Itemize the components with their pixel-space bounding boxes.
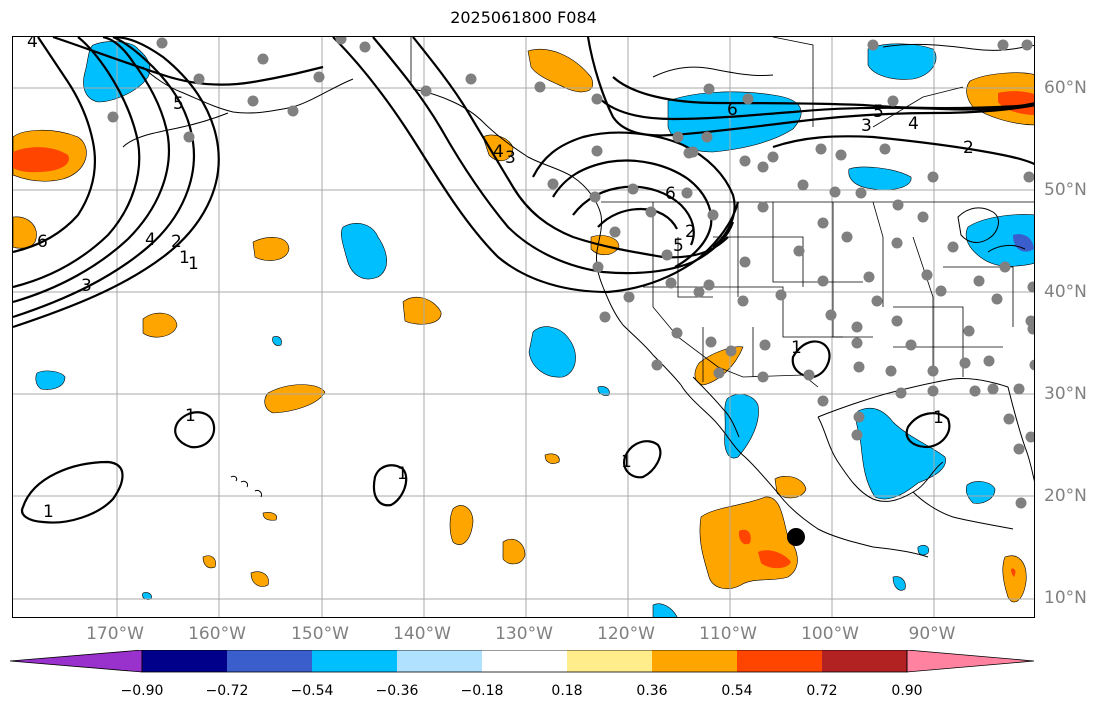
lat-label: 10°N [1044, 588, 1087, 608]
map-title: 2025061800 F084 [450, 8, 597, 27]
contour-label: 1 [933, 408, 944, 428]
colorbar-tick-label: 0.54 [721, 683, 753, 699]
contour-label: 4 [493, 142, 504, 162]
colorbar-tick-label: −0.72 [205, 683, 249, 699]
coastlines [122, 43, 1034, 558]
lon-label: 110°W [699, 624, 757, 644]
station-markers [107, 37, 1034, 509]
contour-label: 1 [621, 452, 632, 472]
lat-label: 50°N [1044, 180, 1087, 200]
contour-label: 1 [179, 248, 190, 268]
lon-label: 100°W [801, 624, 859, 644]
contour-label: 4 [908, 114, 919, 134]
lat-label: 20°N [1044, 486, 1087, 506]
contour-label: 6 [727, 100, 738, 120]
contour-label: 6 [37, 232, 48, 252]
colorbar-extend-min [10, 650, 143, 673]
contour-label: 4 [27, 37, 38, 52]
colorbar-tick-label: 0.36 [636, 683, 668, 699]
graticule [13, 37, 1034, 617]
lon-label: 170°W [86, 624, 144, 644]
contour-label: 3 [505, 148, 516, 168]
colorbar-tick-label: −0.54 [290, 683, 334, 699]
contour-label: 1 [185, 406, 196, 426]
colorbar-tick-label: 0.18 [551, 683, 583, 699]
colorbar [10, 650, 1035, 673]
contour-label: 5 [173, 94, 184, 114]
contour-label: 4 [145, 230, 156, 250]
lat-label: 60°N [1044, 78, 1087, 98]
colorbar-tick-label: 0.90 [891, 683, 923, 699]
lon-label: 150°W [291, 624, 349, 644]
map-canvas: 4 5 6 4 3 2 1 6 5 4 3 2 6 5 4 3 2 1 1 1 … [13, 37, 1034, 617]
colorbar-tick-label: −0.90 [120, 683, 164, 699]
colorbar-tick-label: −0.36 [375, 683, 419, 699]
map-panel[interactable]: 4 5 6 4 3 2 1 6 5 4 3 2 6 5 4 3 2 1 1 1 … [12, 36, 1035, 618]
colorbar-tick-label: 0.72 [806, 683, 838, 699]
colorbar-tick-label: −0.18 [460, 683, 504, 699]
contour-label: 1 [791, 338, 802, 358]
contour-label: 1 [43, 502, 54, 522]
contour-label: 1 [188, 254, 199, 274]
contour-label: 3 [861, 116, 872, 136]
contour-label: 2 [685, 222, 696, 242]
political-borders [410, 37, 1034, 388]
contour-label: 2 [171, 232, 182, 252]
lon-label: 90°W [908, 624, 956, 644]
lon-label: 140°W [393, 624, 451, 644]
contour-label: 6 [665, 184, 676, 204]
storm-center-marker [787, 528, 805, 546]
lon-label: 120°W [597, 624, 655, 644]
contour-label: 5 [873, 102, 884, 122]
lon-label: 130°W [495, 624, 553, 644]
contour-label: 1 [397, 464, 408, 484]
contour-label: 3 [81, 276, 92, 296]
lat-label: 40°N [1044, 282, 1087, 302]
contour-label: 2 [963, 138, 974, 158]
negative-anomaly-shading [35, 41, 1034, 617]
contour-label: 5 [673, 236, 684, 256]
contour-label-group: 4 5 6 4 3 2 1 6 5 4 3 2 6 5 4 3 2 1 1 1 … [27, 37, 974, 522]
lon-label: 160°W [188, 624, 246, 644]
lat-label: 30°N [1044, 384, 1087, 404]
colorbar-extend-max [906, 650, 1035, 673]
